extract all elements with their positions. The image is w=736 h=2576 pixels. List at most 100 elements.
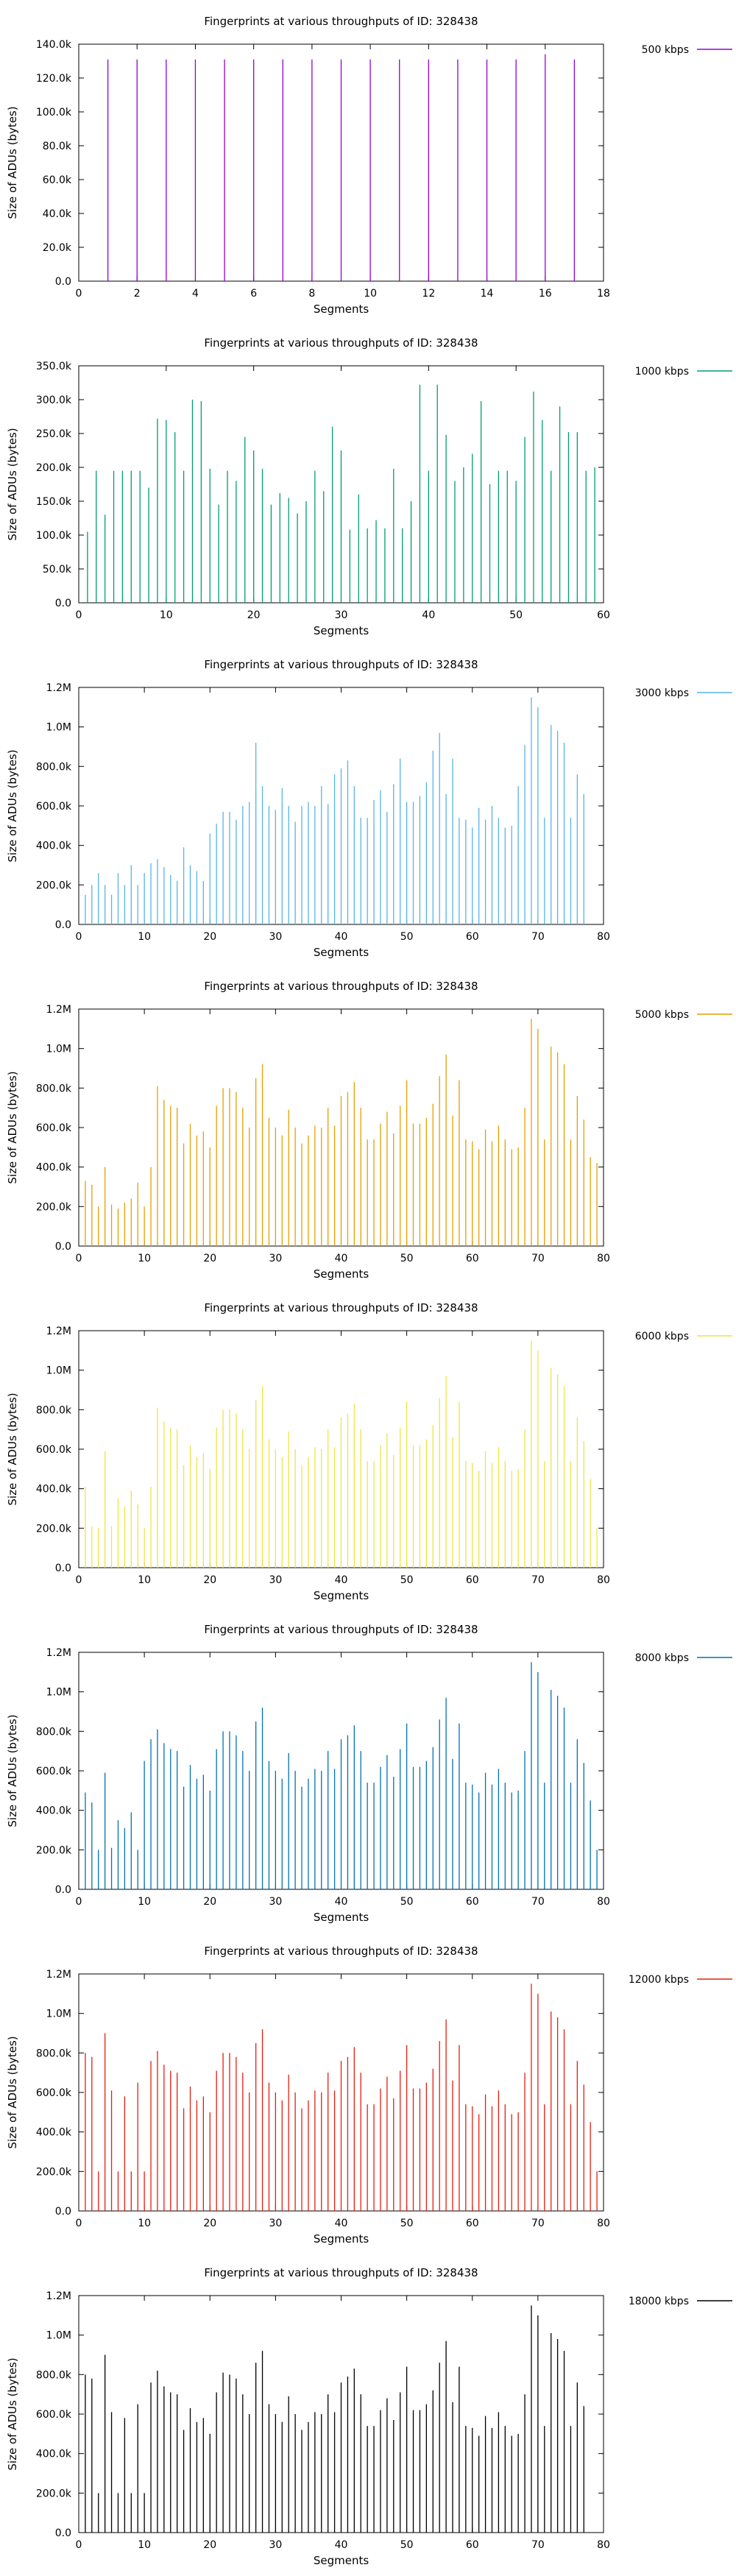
legend-label: 3000 kbps	[635, 687, 689, 699]
legend-label: 1000 kbps	[635, 366, 689, 378]
y-tick-label: 0.0	[55, 919, 71, 931]
x-axis-label: Segments	[314, 946, 369, 959]
x-tick-label: 20	[203, 2218, 216, 2229]
x-tick-label: 50	[400, 2539, 414, 2551]
x-tick-label: 40	[335, 2539, 348, 2551]
x-tick-label: 0	[76, 1253, 82, 1264]
x-tick-label: 30	[269, 931, 282, 943]
y-axis-label: Size of ADUs (bytes)	[6, 106, 19, 219]
x-tick-label: 0	[76, 2539, 82, 2551]
x-tick-label: 60	[466, 2539, 479, 2551]
x-tick-label: 0	[76, 609, 82, 621]
x-tick-label: 60	[466, 2218, 479, 2229]
legend-label: 6000 kbps	[635, 1331, 689, 1342]
legend-label: 5000 kbps	[635, 1009, 689, 1021]
chart-title: Fingerprints at various throughputs of I…	[204, 1623, 478, 1636]
x-tick-label: 40	[335, 1574, 348, 1586]
x-tick-label: 2	[134, 288, 141, 300]
y-axis-label: Size of ADUs (bytes)	[6, 1393, 19, 1505]
x-tick-label: 80	[597, 2218, 610, 2229]
x-tick-label: 8	[308, 288, 315, 300]
x-tick-label: 60	[466, 1253, 479, 1264]
y-tick-label: 250.0k	[36, 428, 72, 440]
y-tick-label: 100.0k	[36, 107, 72, 118]
x-tick-label: 60	[466, 1896, 479, 1908]
y-tick-label: 1.2M	[46, 1969, 71, 1981]
y-tick-label: 1.2M	[46, 2290, 71, 2302]
y-tick-label: 200.0k	[36, 462, 72, 474]
x-tick-label: 0	[76, 2218, 82, 2229]
chart-svg: Fingerprints at various throughputs of I…	[6, 336, 732, 637]
chart-title: Fingerprints at various throughputs of I…	[204, 980, 478, 993]
y-tick-label: 600.0k	[36, 2409, 72, 2421]
x-tick-label: 20	[203, 2539, 216, 2551]
y-tick-label: 400.0k	[36, 1805, 72, 1817]
y-tick-label: 1.0M	[46, 722, 71, 734]
y-tick-label: 600.0k	[36, 1122, 72, 1134]
y-tick-label: 800.0k	[36, 2048, 72, 2059]
x-tick-label: 40	[422, 609, 435, 621]
x-tick-label: 80	[597, 1896, 610, 1908]
chart-panel: Fingerprints at various throughputs of I…	[0, 643, 736, 965]
x-tick-label: 40	[335, 1896, 348, 1908]
x-tick-label: 20	[203, 1896, 216, 1908]
x-tick-label: 70	[531, 2539, 545, 2551]
x-tick-label: 10	[160, 609, 173, 621]
x-tick-label: 30	[269, 2539, 282, 2551]
y-tick-label: 150.0k	[36, 496, 72, 508]
y-tick-label: 1.2M	[46, 1326, 71, 1337]
chart-svg: Fingerprints at various throughputs of I…	[6, 1301, 732, 1602]
y-tick-label: 400.0k	[36, 1162, 72, 1174]
series-group	[85, 697, 584, 924]
series-group	[87, 384, 595, 603]
y-tick-label: 140.0k	[36, 39, 72, 51]
x-tick-label: 40	[335, 2218, 348, 2229]
chart-svg: Fingerprints at various throughputs of I…	[6, 2266, 732, 2567]
chart-title: Fingerprints at various throughputs of I…	[204, 2266, 478, 2279]
x-tick-label: 20	[203, 1253, 216, 1264]
y-tick-label: 350.0k	[36, 361, 72, 372]
chart-svg: Fingerprints at various throughputs of I…	[6, 1945, 732, 2246]
y-tick-label: 600.0k	[36, 2087, 72, 2099]
x-tick-label: 20	[203, 1574, 216, 1586]
x-tick-label: 50	[400, 1896, 414, 1908]
legend-label: 18000 kbps	[629, 2296, 689, 2307]
chart-title: Fingerprints at various throughputs of I…	[204, 658, 478, 671]
chart-panel: Fingerprints at various throughputs of I…	[0, 322, 736, 643]
y-tick-label: 1.2M	[46, 1004, 71, 1016]
y-tick-label: 600.0k	[36, 1766, 72, 1777]
chart-panel: Fingerprints at various throughputs of I…	[0, 1287, 736, 1608]
x-tick-label: 6	[250, 288, 257, 300]
series-group	[85, 2305, 584, 2533]
y-tick-label: 800.0k	[36, 1726, 72, 1738]
chart-title: Fingerprints at various throughputs of I…	[204, 1301, 478, 1314]
x-tick-label: 30	[269, 1574, 282, 1586]
y-tick-label: 1.2M	[46, 1647, 71, 1659]
series-group	[85, 1340, 598, 1568]
x-tick-label: 12	[422, 288, 435, 300]
chart-panel: Fingerprints at various throughputs of I…	[0, 1930, 736, 2251]
y-tick-label: 80.0k	[43, 141, 72, 152]
x-tick-label: 70	[531, 931, 545, 943]
x-axis-label: Segments	[314, 2232, 369, 2246]
x-tick-label: 20	[203, 931, 216, 943]
chart-panel: Fingerprints at various throughputs of I…	[0, 2251, 736, 2573]
x-axis-label: Segments	[314, 1589, 369, 1602]
x-tick-label: 30	[269, 1253, 282, 1264]
x-tick-label: 80	[597, 1574, 610, 1586]
x-tick-label: 0	[76, 931, 82, 943]
y-tick-label: 0.0	[55, 1241, 71, 1253]
y-tick-label: 200.0k	[36, 2166, 72, 2178]
chart-svg: Fingerprints at various throughputs of I…	[6, 15, 732, 316]
chart-svg: Fingerprints at various throughputs of I…	[6, 980, 732, 1281]
y-tick-label: 400.0k	[36, 2127, 72, 2139]
y-tick-label: 1.0M	[46, 2009, 71, 2020]
x-tick-label: 4	[192, 288, 199, 300]
series-group	[85, 1662, 598, 1889]
x-tick-label: 16	[539, 288, 552, 300]
y-tick-label: 1.0M	[46, 1044, 71, 1055]
chart-title: Fingerprints at various throughputs of I…	[204, 1945, 478, 1958]
y-tick-label: 400.0k	[36, 2449, 72, 2460]
y-tick-label: 20.0k	[43, 242, 72, 254]
